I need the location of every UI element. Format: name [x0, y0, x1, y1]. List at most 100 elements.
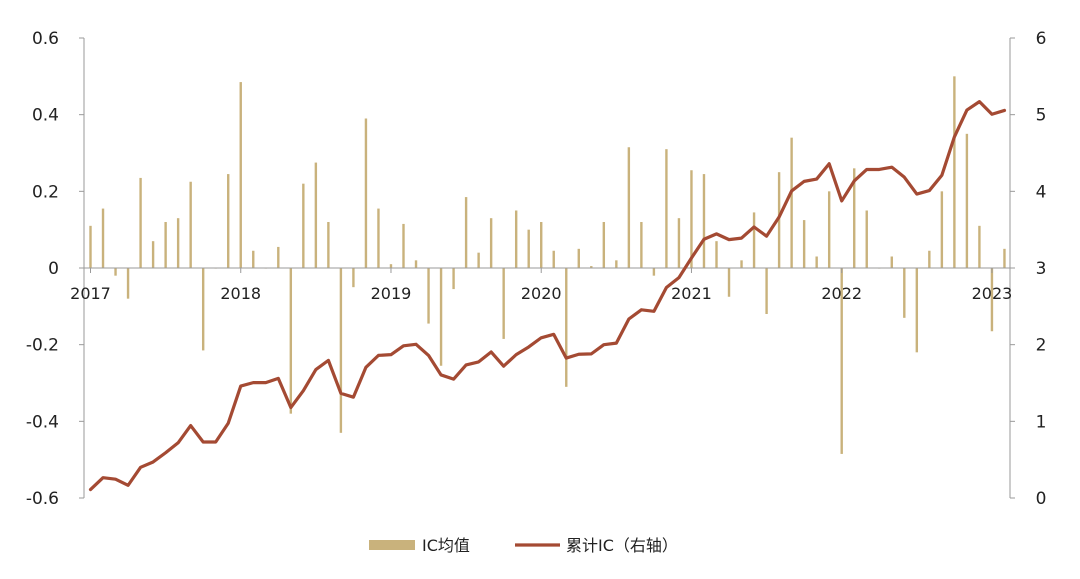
- bar: [464, 197, 468, 268]
- bar: [740, 260, 743, 268]
- bar: [352, 268, 355, 288]
- bar: [364, 118, 368, 268]
- left-tick-label: 0.6: [32, 29, 59, 49]
- bar: [314, 162, 318, 268]
- bar: [227, 174, 230, 268]
- bar: [640, 222, 643, 268]
- bar: [615, 260, 618, 268]
- bar: [715, 241, 718, 268]
- bar: [427, 268, 430, 324]
- left-tick-label: -0.2: [26, 336, 59, 356]
- bar: [252, 250, 255, 268]
- bar: [327, 222, 330, 268]
- bar: [402, 223, 405, 268]
- left-tick-label: 0: [48, 259, 59, 279]
- bar: [502, 268, 505, 339]
- left-tick-label: -0.4: [26, 412, 59, 432]
- bar: [953, 76, 956, 268]
- bar: [527, 229, 530, 268]
- bar: [377, 208, 380, 268]
- bar: [189, 181, 192, 268]
- bar: [777, 172, 781, 268]
- bar: [915, 268, 919, 353]
- bar: [978, 225, 981, 268]
- bar: [765, 268, 768, 314]
- right-tick-label: 0: [1036, 489, 1047, 509]
- left-tick-label: -0.6: [26, 489, 59, 509]
- line-series-cumulative-ic: [88, 100, 1007, 492]
- bar: [940, 191, 944, 268]
- bar: [727, 268, 731, 297]
- bar: [565, 268, 568, 387]
- right-tick-label: 4: [1036, 182, 1047, 202]
- bar: [176, 218, 180, 268]
- bar: [151, 241, 155, 268]
- bar: [690, 170, 693, 268]
- bar: [752, 212, 756, 268]
- right-tick-label: 1: [1036, 412, 1047, 432]
- bar: [965, 133, 969, 268]
- bar: [164, 222, 167, 268]
- right-tick-label: 3: [1036, 259, 1047, 279]
- legend-swatch-ic-mean: [369, 540, 415, 550]
- bar: [101, 208, 105, 268]
- bar: [990, 268, 994, 332]
- bar: [602, 222, 606, 268]
- legend-label-ic-mean: IC均值: [422, 536, 470, 555]
- bar: [802, 220, 806, 268]
- bar: [577, 248, 580, 268]
- bar: [827, 191, 831, 268]
- right-tick-label: 2: [1036, 336, 1047, 356]
- x-tick-label: 2017: [70, 284, 111, 303]
- bar: [840, 268, 843, 454]
- bar: [277, 246, 280, 268]
- bar: [89, 225, 92, 268]
- axes: [79, 37, 1015, 499]
- bar: [652, 268, 656, 276]
- bar: [514, 210, 518, 268]
- legend-label-cumulative-ic: 累计IC（右轴）: [566, 536, 678, 555]
- bar: [126, 268, 130, 299]
- x-tick-label: 2023: [972, 284, 1013, 303]
- x-tick-label: 2022: [821, 284, 862, 303]
- right-tick-label: 5: [1036, 106, 1047, 126]
- bar: [439, 268, 443, 366]
- bar-series-ic-mean: [89, 76, 1006, 454]
- bar: [627, 147, 631, 268]
- bar: [815, 256, 818, 268]
- bar: [552, 250, 555, 268]
- bar: [865, 210, 868, 268]
- bar: [790, 137, 793, 268]
- bar: [201, 268, 205, 351]
- bar: [853, 168, 856, 268]
- bar: [489, 218, 493, 268]
- x-tick-label: 2018: [220, 284, 261, 303]
- bar: [1003, 248, 1006, 268]
- x-tick-label: 2021: [671, 284, 712, 303]
- bar: [890, 256, 893, 268]
- bar: [928, 250, 931, 268]
- bar: [239, 82, 242, 268]
- bar: [452, 268, 455, 290]
- bar: [477, 252, 480, 268]
- x-tick-label: 2019: [371, 284, 412, 303]
- bar: [139, 177, 142, 268]
- x-tick-label: 2020: [521, 284, 562, 303]
- bar: [903, 268, 906, 318]
- bar: [665, 149, 668, 268]
- bar: [702, 174, 706, 268]
- bar: [389, 264, 393, 268]
- right-tick-label: 6: [1036, 29, 1047, 49]
- bar: [540, 222, 543, 268]
- bar: [590, 266, 593, 268]
- bar: [289, 268, 293, 414]
- bar: [339, 268, 343, 433]
- left-tick-label: 0.4: [32, 106, 59, 126]
- tick-labels: 2017 2018 2019 2020 2021 2022 2023 0.6 0.4 0.2 0 -0…: [26, 29, 1047, 509]
- bar: [114, 268, 117, 276]
- legend: IC均值 累计IC（右轴）: [369, 536, 678, 555]
- left-tick-label: 0.2: [32, 182, 59, 202]
- bar: [677, 218, 681, 268]
- bar: [414, 260, 418, 268]
